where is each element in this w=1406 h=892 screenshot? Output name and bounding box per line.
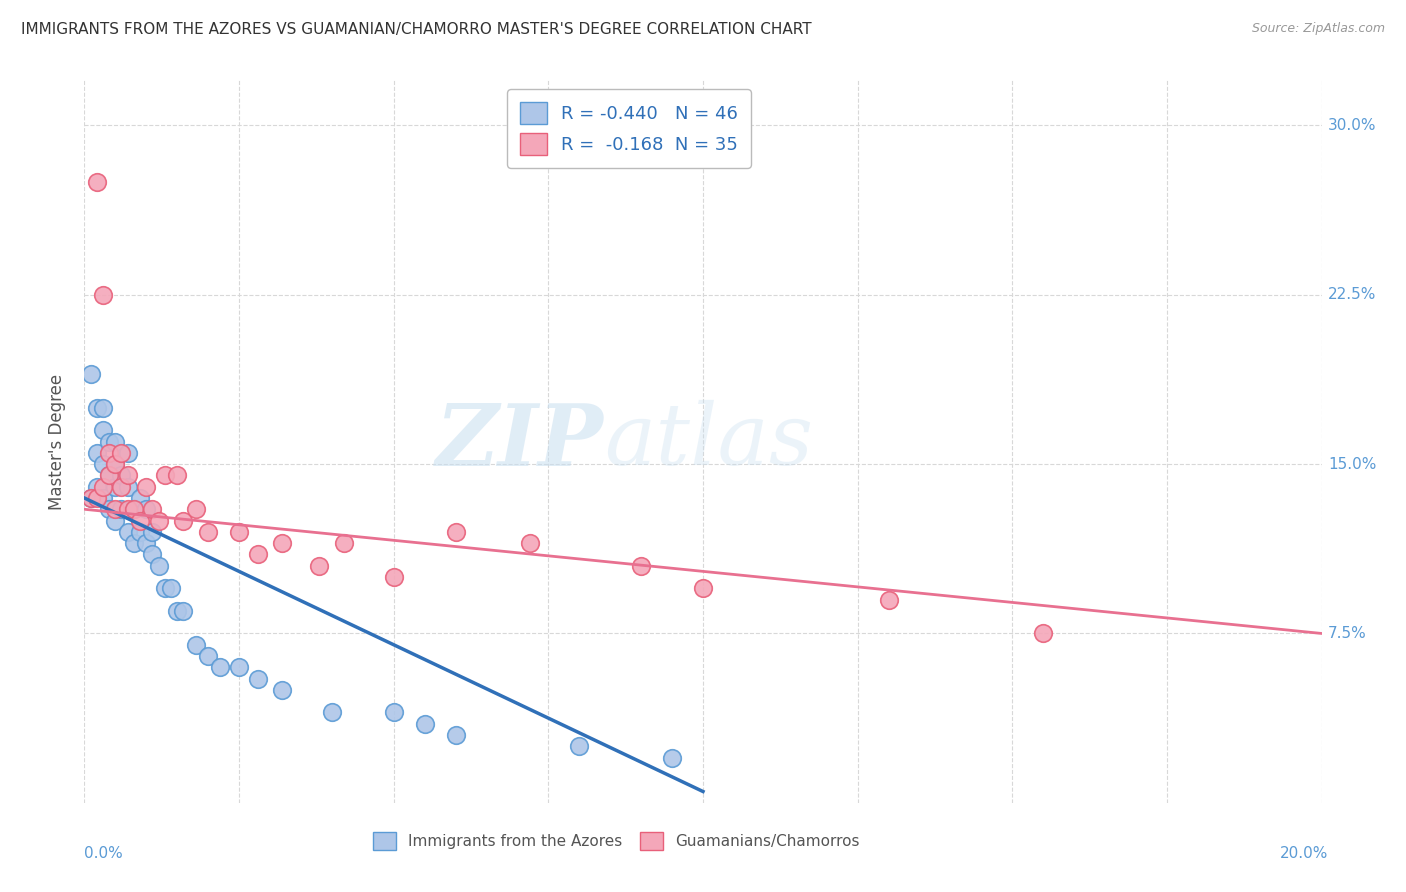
Text: 20.0%: 20.0% [1279,847,1327,861]
Text: 15.0%: 15.0% [1327,457,1376,472]
Point [1032,626,1054,640]
Y-axis label: Master's Degree: Master's Degree [48,374,66,509]
Point [79,491,101,505]
Point [98,446,121,460]
Point [98,502,121,516]
Text: 0.0%: 0.0% [84,847,124,861]
Point [110,502,132,516]
Point [91,457,114,471]
Point [160,582,183,596]
Point [117,524,139,539]
Point [228,660,250,674]
Point [135,536,157,550]
Text: atlas: atlas [605,401,813,483]
Point [110,446,132,460]
Point [117,468,139,483]
Point [98,468,121,483]
Point [135,502,157,516]
Point [91,491,114,505]
Point [153,582,176,596]
Point [271,536,294,550]
Point [209,660,232,674]
Point [91,401,114,415]
Point [129,514,152,528]
Point [91,480,114,494]
Text: ZIP: ZIP [436,400,605,483]
Point [153,468,176,483]
Point [141,524,163,539]
Point [228,524,250,539]
Point [321,706,343,720]
Point [86,491,108,505]
Point [382,706,405,720]
Point [91,287,114,301]
Text: 7.5%: 7.5% [1327,626,1367,641]
Point [104,480,127,494]
Point [382,570,405,584]
Point [333,536,356,550]
Point [141,548,163,562]
Point [79,491,101,505]
Point [129,491,152,505]
Point [104,434,127,449]
Point [877,592,900,607]
Text: IMMIGRANTS FROM THE AZORES VS GUAMANIAN/CHAMORRO MASTER'S DEGREE CORRELATION CHA: IMMIGRANTS FROM THE AZORES VS GUAMANIAN/… [21,22,811,37]
Point [148,514,170,528]
Point [444,524,467,539]
Point [104,457,127,471]
Point [197,524,219,539]
Point [86,175,108,189]
Point [122,502,145,516]
Point [141,502,163,516]
Point [166,468,188,483]
Point [122,502,145,516]
Point [172,514,194,528]
Point [172,604,194,618]
Point [246,672,269,686]
Point [86,401,108,415]
Point [271,682,294,697]
Point [413,716,436,731]
Point [135,480,157,494]
Point [117,502,139,516]
Point [166,604,188,618]
Point [110,468,132,483]
Point [110,480,132,494]
Point [98,468,121,483]
Point [86,480,108,494]
Point [117,446,139,460]
Point [104,514,127,528]
Point [184,502,207,516]
Point [519,536,541,550]
Point [122,536,145,550]
Point [692,582,714,596]
Point [104,457,127,471]
Text: 22.5%: 22.5% [1327,287,1376,302]
Point [308,558,330,573]
Point [184,638,207,652]
Point [86,446,108,460]
Text: Source: ZipAtlas.com: Source: ZipAtlas.com [1251,22,1385,36]
Point [98,434,121,449]
Point [117,480,139,494]
Point [79,367,101,381]
Point [661,750,683,764]
Point [568,739,591,754]
Text: 30.0%: 30.0% [1327,118,1376,133]
Point [246,548,269,562]
Point [104,502,127,516]
Legend: Immigrants from the Azores, Guamanians/Chamorros: Immigrants from the Azores, Guamanians/C… [367,826,866,856]
Point [129,524,152,539]
Point [630,558,652,573]
Point [444,728,467,742]
Point [148,558,170,573]
Point [91,423,114,437]
Point [197,648,219,663]
